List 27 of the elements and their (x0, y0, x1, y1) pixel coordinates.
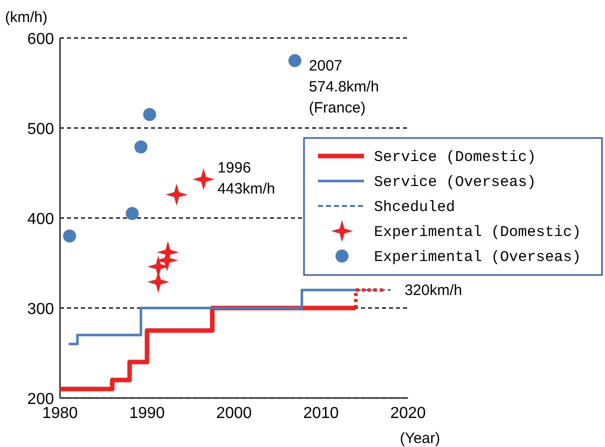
y-tick-label: 300 (27, 301, 54, 318)
point (192, 168, 215, 190)
y-tick-label: 500 (27, 121, 54, 138)
annotation: 2007 574.8km/h (France) (308, 58, 379, 117)
legend-label: Experimental (Domestic) (374, 224, 582, 241)
legend-label: Experimental (Overseas) (374, 249, 582, 266)
point (166, 184, 188, 206)
annotation: 320km/h (404, 282, 462, 299)
point (288, 54, 302, 68)
point (143, 108, 156, 121)
x-tick-label: 2020 (390, 405, 426, 422)
point (63, 230, 76, 242)
y-tick-label: 400 (27, 211, 54, 228)
point (126, 207, 139, 220)
y-tick-label: 200 (27, 391, 54, 408)
x-tick-label: 1980 (42, 405, 78, 422)
x-tick-label: 2010 (303, 405, 339, 422)
annotation: 1996 443km/h (218, 159, 276, 198)
x-tick-label: 1990 (129, 405, 165, 422)
x-tick-label: 2000 (216, 405, 252, 422)
x-axis-title: (Year) (400, 430, 440, 447)
y-tick-label: 600 (27, 31, 54, 48)
y-axis-title: (km/h) (5, 9, 48, 26)
legend-label: Shceduled (374, 199, 456, 216)
legend-label: Service (Overseas) (374, 174, 536, 191)
legend-label: Service (Domestic) (374, 149, 536, 166)
point (134, 140, 148, 154)
